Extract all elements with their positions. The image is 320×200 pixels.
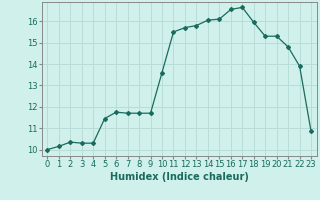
X-axis label: Humidex (Indice chaleur): Humidex (Indice chaleur) [110, 172, 249, 182]
